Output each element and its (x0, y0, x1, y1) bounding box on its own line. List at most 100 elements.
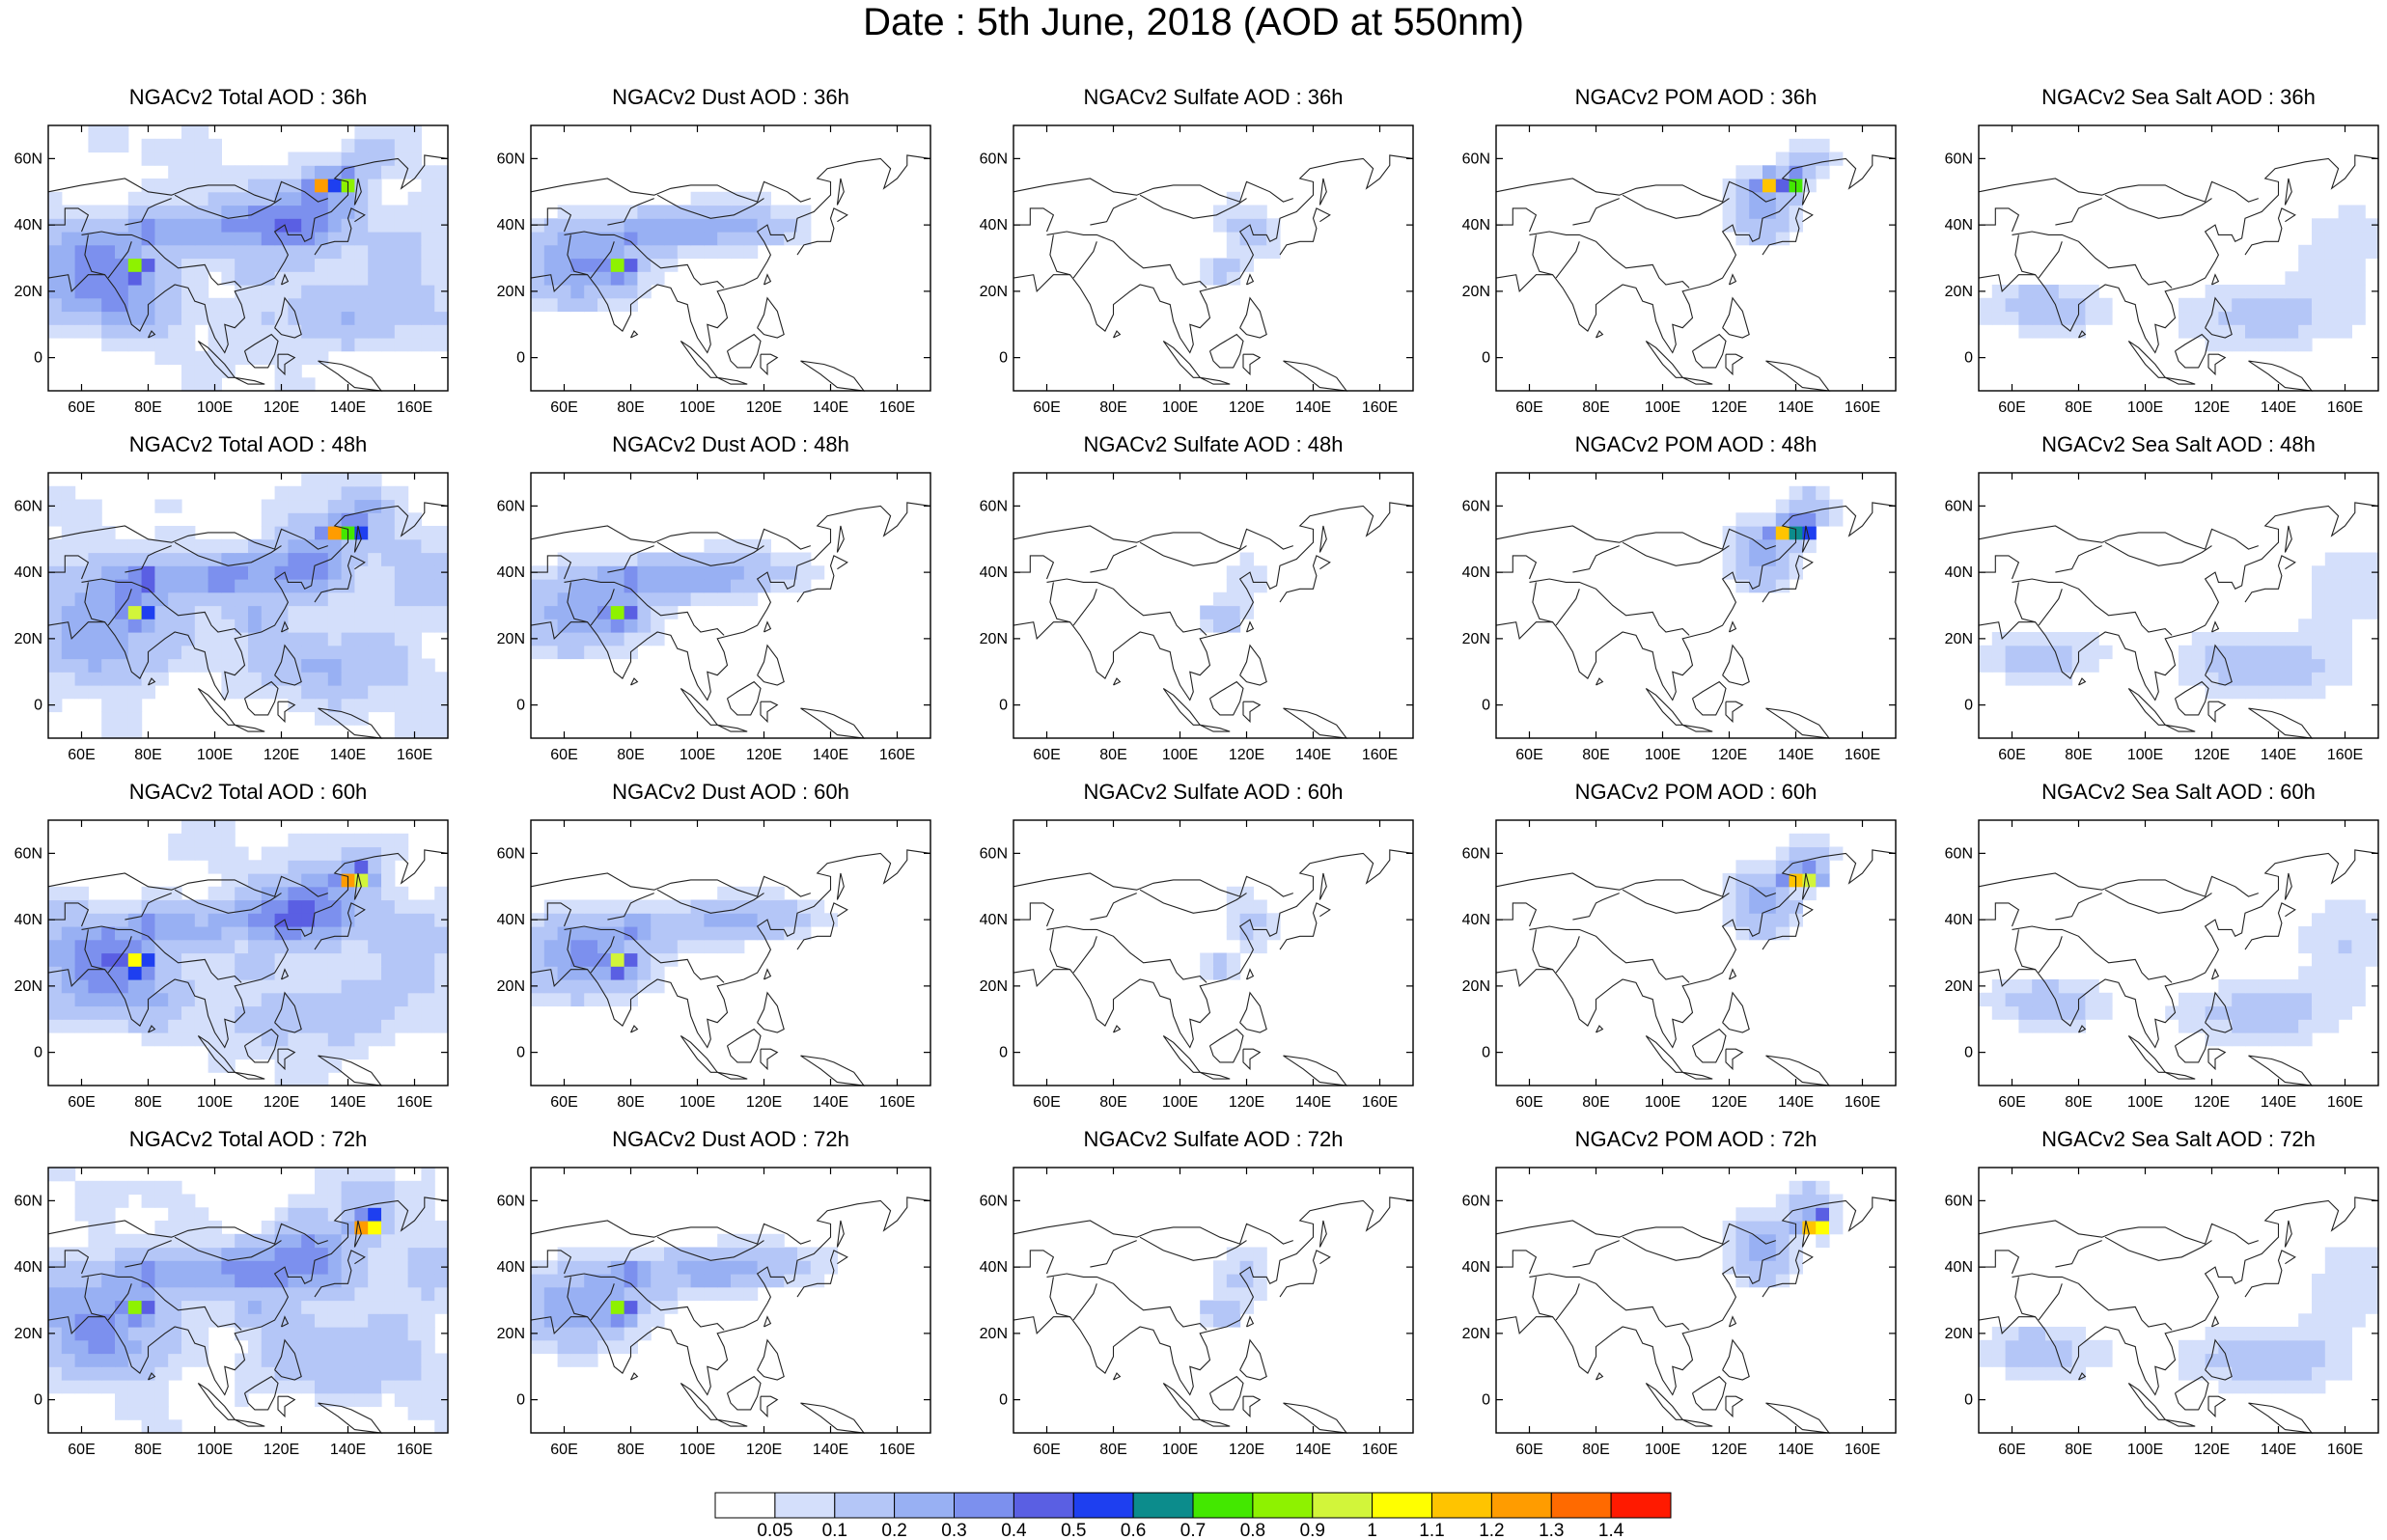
y-tick-label: 40N (1462, 912, 1490, 928)
y-tick-label: 20N (1945, 284, 1973, 300)
x-tick-label: 60E (68, 399, 95, 416)
x-tick-label: 60E (1033, 1094, 1060, 1111)
y-tick-label: 20N (14, 284, 42, 300)
y-tick-label: 40N (1945, 217, 1973, 234)
x-tick-label: 80E (1099, 1442, 1126, 1458)
x-tick-label: 140E (330, 747, 366, 763)
panel-title: NGACv2 POM AOD : 72h (1574, 1127, 1818, 1151)
map-frame (1013, 472, 1414, 739)
panel-title: NGACv2 Dust AOD : 36h (612, 85, 849, 109)
x-tick-label: 140E (1778, 1442, 1814, 1458)
colorbar-label: 1.3 (1539, 1521, 1564, 1538)
y-tick-label: 20N (1945, 1326, 1973, 1342)
x-tick-label: 160E (1362, 1442, 1398, 1458)
panel-title: NGACv2 Sea Salt AOD : 72h (2041, 1127, 2316, 1151)
y-tick-label: 20N (14, 978, 42, 995)
map-frame (1978, 1167, 2379, 1434)
y-tick-label: 40N (497, 217, 525, 234)
y-tick-label: 0 (516, 1392, 525, 1409)
y-tick-label: 0 (999, 1392, 1008, 1409)
x-tick-label: 140E (813, 747, 848, 763)
main-title: Date : 5th June, 2018 (AOD at 550nm) (863, 1, 1524, 43)
colorbar-label: 0.7 (1180, 1521, 1206, 1538)
y-tick-label: 60N (1462, 1193, 1490, 1209)
x-tick-label: 140E (330, 1442, 366, 1458)
y-tick-label: 0 (1964, 1392, 1973, 1409)
aod-field (1200, 1247, 1267, 1328)
x-tick-label: 80E (2065, 1442, 2092, 1458)
panel-title: NGACv2 Sulfate AOD : 60h (1083, 780, 1344, 804)
x-tick-label: 160E (397, 747, 432, 763)
y-tick-label: 60N (14, 498, 42, 514)
x-tick-label: 100E (1162, 1442, 1198, 1458)
colorbar-label: 0.05 (757, 1521, 792, 1538)
map-frame (530, 819, 931, 1086)
x-tick-label: 140E (2261, 399, 2296, 416)
x-tick-label: 160E (397, 1442, 432, 1458)
colorbar-label: 0.3 (941, 1521, 966, 1538)
map-panel-sulfate-48h: NGACv2 Sulfate AOD : 48h 60E 80E 100E 120E 14… (980, 432, 1414, 767)
x-tick-label: 120E (1711, 399, 1747, 416)
y-tick-label: 0 (34, 1392, 42, 1409)
y-tick-label: 60N (14, 1193, 42, 1209)
x-tick-label: 60E (1033, 399, 1060, 416)
x-tick-label: 160E (879, 1094, 915, 1111)
map-panel-pom-72h: NGACv2 POM AOD : 72h 60E 80E 100E 120E 140E 16… (1462, 1127, 1897, 1462)
y-tick-label: 0 (34, 350, 42, 367)
coastlines (47, 1196, 449, 1434)
x-tick-label: 100E (2127, 747, 2163, 763)
x-tick-label: 60E (1515, 1094, 1542, 1111)
x-tick-label: 160E (397, 1094, 432, 1111)
map-plot: 60E 80E 100E 120E 140E 160E 0 20N 40N 60N (14, 472, 449, 763)
x-tick-label: 60E (550, 747, 577, 763)
y-tick-label: 40N (1945, 1259, 1973, 1276)
aod-field (531, 538, 825, 660)
map-panel-seasalt-72h: NGACv2 Sea Salt AOD : 72h 60E 80E 100E 120E 1… (1945, 1127, 2379, 1462)
map-frame (530, 124, 931, 392)
panel-title: NGACv2 Total AOD : 60h (128, 780, 368, 804)
map-plot: 60E 80E 100E 120E 140E 160E 0 20N 40N 60N (1462, 124, 1897, 416)
x-tick-label: 80E (1099, 1094, 1126, 1111)
map-frame (1978, 124, 2379, 392)
panel-title: NGACv2 Dust AOD : 60h (612, 780, 849, 804)
y-tick-label: 20N (1462, 1326, 1490, 1342)
x-tick-label: 120E (2194, 399, 2230, 416)
aod-field (1722, 138, 1844, 246)
y-tick-label: 60N (1945, 845, 1973, 862)
y-tick-label: 20N (980, 631, 1008, 647)
map-panel-seasalt-36h: NGACv2 Sea Salt AOD : 36h 60E 80E 100E 120E 1… (1945, 85, 2379, 420)
panel-title: NGACv2 Sulfate AOD : 48h (1083, 432, 1344, 456)
map-plot: 60E 80E 100E 120E 140E 160E 0 20N 40N 60N (14, 124, 449, 416)
colorbar-label: 0.2 (881, 1521, 906, 1538)
map-plot: 60E 80E 100E 120E 140E 160E 0 20N 40N 60N (980, 472, 1414, 763)
x-tick-label: 140E (1295, 1094, 1331, 1111)
x-tick-label: 120E (1229, 1094, 1264, 1111)
x-tick-label: 60E (550, 1442, 577, 1458)
map-panel-sulfate-72h: NGACv2 Sulfate AOD : 72h 60E 80E 100E 120E 14… (980, 1127, 1414, 1462)
x-tick-label: 140E (1778, 1094, 1814, 1111)
x-tick-label: 80E (1582, 399, 1609, 416)
colorbar-swatch (1312, 1492, 1374, 1519)
map-panel-sulfate-60h: NGACv2 Sulfate AOD : 60h 60E 80E 100E 120E 14… (980, 780, 1414, 1114)
x-tick-label: 100E (1645, 1442, 1680, 1458)
x-tick-label: 100E (197, 1094, 233, 1111)
y-tick-label: 60N (980, 845, 1008, 862)
colorbar-swatch (714, 1492, 776, 1519)
x-tick-label: 160E (397, 399, 432, 416)
panel-title: NGACv2 Total AOD : 72h (128, 1127, 368, 1151)
map-frame (1978, 472, 2379, 739)
x-tick-label: 160E (2327, 747, 2363, 763)
y-tick-label: 0 (516, 350, 525, 367)
coastlines (530, 849, 931, 1086)
map-frame (47, 819, 449, 1086)
y-tick-label: 40N (14, 1259, 42, 1276)
coastlines (1013, 849, 1414, 1086)
map-plot: 60E 80E 100E 120E 140E 160E 0 20N 40N 60N (497, 124, 931, 416)
y-tick-label: 60N (497, 151, 525, 167)
map-frame (47, 472, 449, 739)
x-tick-label: 80E (1099, 747, 1126, 763)
x-tick-label: 80E (134, 1094, 161, 1111)
coastlines (1495, 849, 1897, 1086)
colorbar-label: 0.8 (1240, 1521, 1265, 1538)
panel-title: NGACv2 Sea Salt AOD : 60h (2041, 780, 2316, 804)
